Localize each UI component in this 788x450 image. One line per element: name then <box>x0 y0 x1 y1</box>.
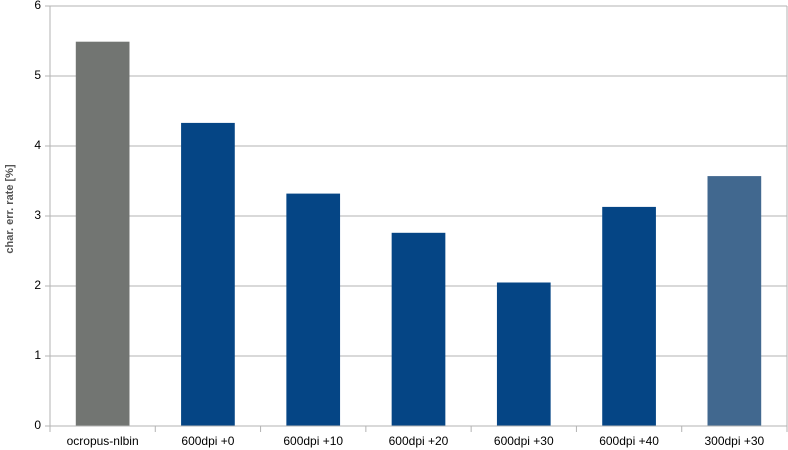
y-tick-label: 3 <box>34 208 41 222</box>
bar <box>181 122 235 427</box>
bar <box>602 206 656 426</box>
x-tick-label: 600dpi +30 <box>494 434 554 448</box>
y-tick-label: 2 <box>34 278 41 292</box>
x-tick-label: 600dpi +20 <box>389 434 449 448</box>
y-tick-label: 5 <box>34 68 41 82</box>
y-axis-label: char. err. rate [%] <box>4 164 16 254</box>
x-tick-label: 600dpi +10 <box>283 434 343 448</box>
bar <box>75 41 130 426</box>
y-tick-label: 0 <box>34 418 41 432</box>
y-tick-label: 1 <box>34 348 41 362</box>
bar <box>707 176 762 426</box>
x-tick-label: 600dpi +40 <box>599 434 659 448</box>
x-tick-label: 300dpi +30 <box>704 434 764 448</box>
x-tick-label: ocropus-nlbin <box>67 434 139 448</box>
x-tick-label: 600dpi +0 <box>181 434 234 448</box>
bar <box>286 193 341 426</box>
bar <box>496 282 551 426</box>
y-tick-label: 6 <box>34 0 41 12</box>
bar <box>391 232 446 426</box>
y-tick-label: 4 <box>34 138 41 152</box>
